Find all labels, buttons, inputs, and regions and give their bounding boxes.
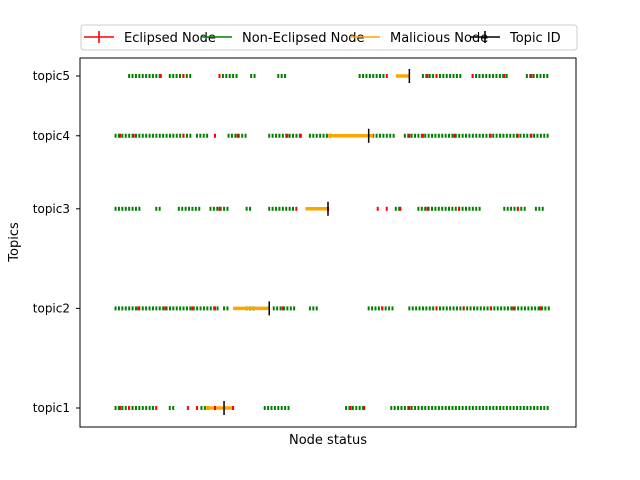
plot-frame <box>79 57 577 428</box>
y-tick-label: topic3 <box>33 202 70 216</box>
x-axis-label: Node status <box>289 433 367 448</box>
legend-box <box>80 24 578 51</box>
topic-row-topic4 <box>114 128 549 143</box>
y-axis-label: Topics <box>7 222 22 263</box>
legend-label: Eclipsed Node <box>124 31 216 46</box>
chart-marks <box>114 69 550 415</box>
legend-label: Malicious Node <box>390 31 488 46</box>
legend-label: Non-Eclipsed Node <box>242 31 365 46</box>
legend-label: Topic ID <box>509 31 561 46</box>
legend-entry-eclipsed-node: Eclipsed Node <box>84 31 216 46</box>
y-axis: topic1 topic2 topic3 topic4 topic5 <box>33 69 80 415</box>
y-tick-label: topic5 <box>33 69 70 83</box>
topic-row-topic1 <box>114 401 549 415</box>
legend: Eclipsed Node Non-Eclipsed Node Malicious … <box>80 24 578 51</box>
topic-row-topic2 <box>114 301 550 316</box>
legend-entry-malicious-node: Malicious Node <box>350 31 488 46</box>
legend-entry-topic-id: Topic ID <box>470 31 561 46</box>
topic-row-topic3 <box>114 201 544 216</box>
y-tick-label: topic2 <box>33 301 70 315</box>
y-tick-label: topic4 <box>33 129 70 143</box>
y-tick-label: topic1 <box>33 401 70 415</box>
topic-row-topic5 <box>128 69 549 83</box>
legend-entry-non-eclipsed-node: Non-Eclipsed Node <box>202 31 365 46</box>
